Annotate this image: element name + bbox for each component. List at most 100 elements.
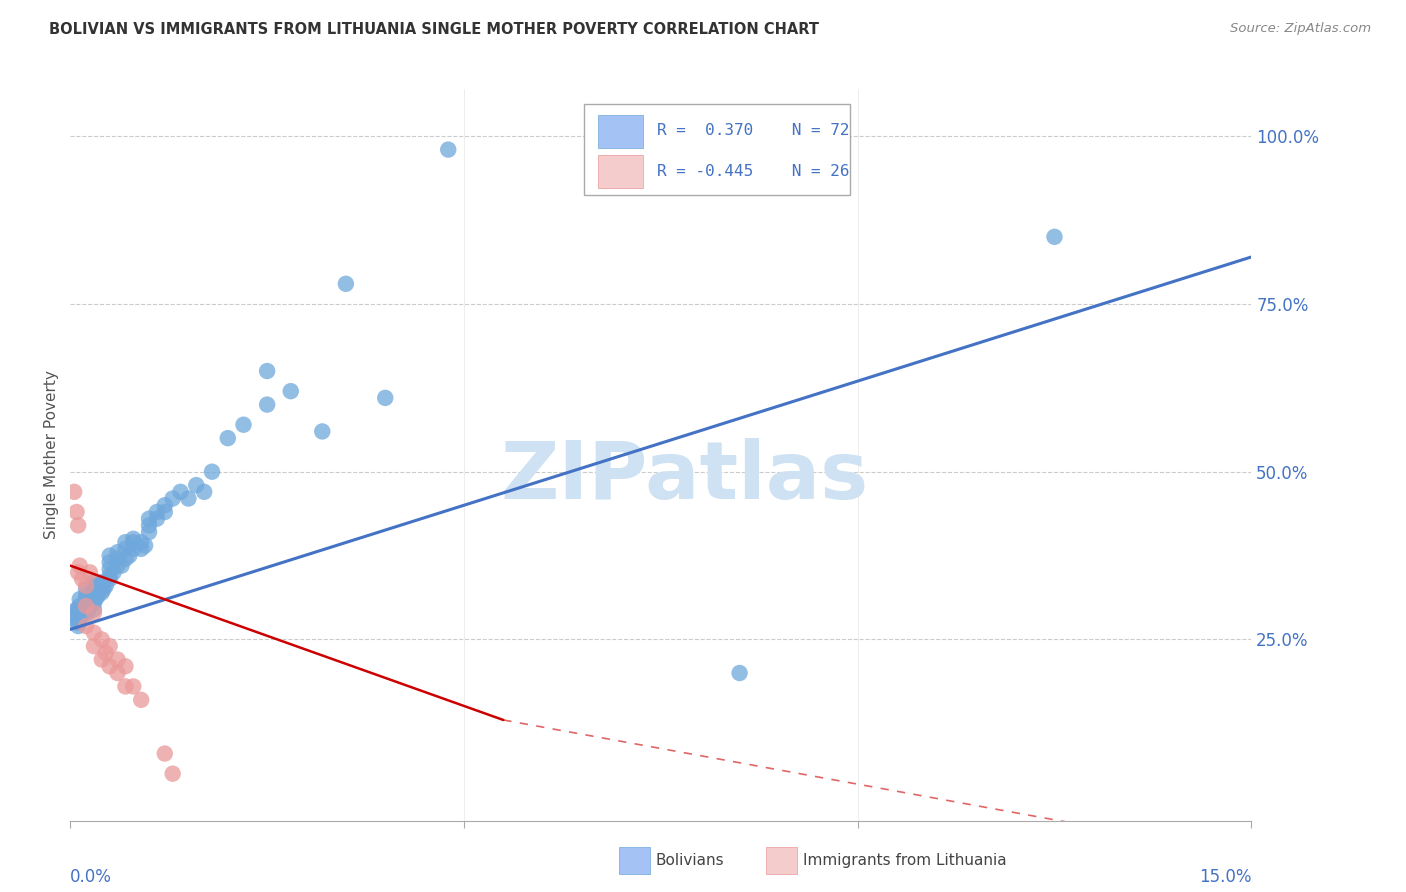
Point	[76, 606, 98, 620]
Point	[65, 505, 87, 519]
Point	[83, 639, 105, 653]
Point	[90, 652, 112, 666]
Point	[107, 665, 129, 680]
Point	[728, 665, 751, 680]
Text: Bolivians: Bolivians	[655, 854, 724, 868]
Point	[129, 541, 152, 556]
Point	[63, 606, 86, 620]
Point	[83, 575, 105, 590]
Text: R =  0.370    N = 72: R = 0.370 N = 72	[657, 123, 849, 138]
Point	[256, 398, 278, 412]
Point	[1043, 230, 1066, 244]
Point	[129, 535, 152, 549]
Point	[98, 572, 121, 586]
Point	[138, 511, 160, 525]
Point	[335, 277, 357, 291]
Point	[70, 572, 93, 586]
Point	[67, 566, 90, 580]
Point	[73, 606, 96, 620]
Point	[256, 364, 278, 378]
Point	[122, 541, 145, 556]
Point	[75, 579, 97, 593]
Point	[70, 602, 93, 616]
Point	[83, 602, 105, 616]
Point	[98, 568, 121, 582]
Point	[79, 589, 101, 603]
Point	[162, 766, 184, 780]
Point	[169, 484, 191, 499]
Point	[63, 484, 86, 499]
Text: 15.0%: 15.0%	[1199, 868, 1251, 886]
Point	[107, 552, 129, 566]
Point	[114, 659, 136, 673]
Point	[138, 525, 160, 540]
Text: R = -0.445    N = 26: R = -0.445 N = 26	[657, 163, 849, 178]
Point	[118, 549, 141, 563]
Point	[75, 592, 97, 607]
Point	[98, 555, 121, 569]
Point	[232, 417, 254, 432]
Point	[129, 693, 152, 707]
Point	[83, 579, 105, 593]
FancyBboxPatch shape	[598, 155, 643, 188]
FancyBboxPatch shape	[766, 847, 797, 874]
Point	[134, 539, 156, 553]
Point	[107, 545, 129, 559]
Point	[90, 579, 112, 593]
Point	[75, 602, 97, 616]
Point	[98, 659, 121, 673]
Point	[162, 491, 184, 506]
Point	[75, 599, 97, 613]
Point	[83, 625, 105, 640]
Point	[75, 582, 97, 596]
Point	[122, 680, 145, 694]
Point	[114, 535, 136, 549]
Point	[79, 599, 101, 613]
Point	[153, 498, 176, 512]
Point	[67, 619, 90, 633]
Point	[63, 609, 86, 624]
Point	[280, 384, 302, 399]
Point	[437, 143, 460, 157]
Point	[84, 592, 107, 607]
Point	[70, 609, 93, 624]
Point	[201, 465, 224, 479]
Point	[93, 582, 115, 596]
Point	[98, 639, 121, 653]
Point	[193, 484, 215, 499]
Point	[114, 552, 136, 566]
Point	[217, 431, 239, 445]
Point	[83, 596, 105, 610]
Y-axis label: Single Mother Poverty: Single Mother Poverty	[44, 370, 59, 540]
Point	[83, 606, 105, 620]
Point	[110, 558, 132, 573]
Point	[122, 535, 145, 549]
FancyBboxPatch shape	[598, 115, 643, 148]
Point	[177, 491, 200, 506]
Text: Immigrants from Lithuania: Immigrants from Lithuania	[803, 854, 1007, 868]
Point	[67, 612, 90, 626]
Point	[67, 615, 90, 630]
Point	[114, 541, 136, 556]
Point	[75, 599, 97, 613]
Point	[90, 575, 112, 590]
Point	[146, 505, 169, 519]
Point	[75, 619, 97, 633]
Point	[87, 589, 110, 603]
Point	[103, 566, 125, 580]
Point	[107, 652, 129, 666]
Point	[94, 579, 117, 593]
Point	[114, 680, 136, 694]
Text: BOLIVIAN VS IMMIGRANTS FROM LITHUANIA SINGLE MOTHER POVERTY CORRELATION CHART: BOLIVIAN VS IMMIGRANTS FROM LITHUANIA SI…	[49, 22, 820, 37]
Point	[374, 391, 396, 405]
Point	[153, 747, 176, 761]
Text: 0.0%: 0.0%	[70, 868, 112, 886]
Point	[107, 558, 129, 573]
Point	[98, 562, 121, 576]
Point	[153, 505, 176, 519]
Point	[146, 511, 169, 525]
FancyBboxPatch shape	[619, 847, 650, 874]
FancyBboxPatch shape	[583, 103, 849, 195]
Text: Source: ZipAtlas.com: Source: ZipAtlas.com	[1230, 22, 1371, 36]
Point	[83, 585, 105, 599]
